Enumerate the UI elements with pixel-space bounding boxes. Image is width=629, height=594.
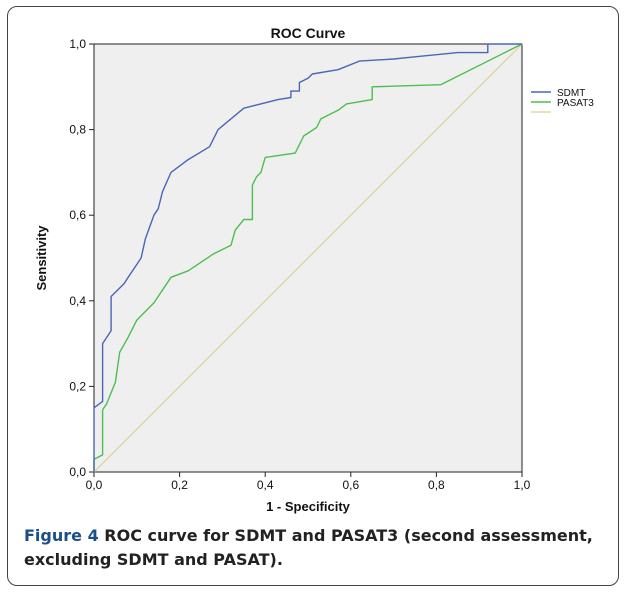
x-tick-label: 0,8	[428, 478, 445, 492]
y-tick-label: 1,0	[69, 37, 86, 51]
series-line-reference	[93, 43, 523, 473]
series-line-pasat3	[93, 43, 523, 472]
x-tick-label: 0,6	[342, 478, 359, 492]
caption-text: ROC curve for SDMT and PASAT3 (second as…	[24, 526, 593, 569]
chart-title: ROC Curve	[271, 25, 346, 41]
y-tick-label: 0,2	[69, 379, 86, 393]
y-axis-label: Sensitivity	[34, 225, 49, 291]
y-tick-label: 0,6	[69, 208, 86, 222]
x-tick-label: 0,0	[86, 478, 103, 492]
legend-label: PASAT3	[557, 98, 594, 109]
y-tick-label: 0,0	[69, 465, 86, 479]
x-axis-label: 1 - Specificity	[266, 499, 351, 514]
y-tick-label: 0,4	[69, 294, 86, 308]
caption-label: Figure 4	[24, 526, 99, 545]
x-tick-label: 0,2	[171, 478, 188, 492]
figure-caption: Figure 4 ROC curve for SDMT and PASAT3 (…	[24, 524, 614, 572]
legend-label: SDMT	[557, 88, 585, 99]
x-tick-label: 0,4	[257, 478, 274, 492]
series-line-sdmt	[93, 43, 522, 472]
x-tick-label: 1,0	[514, 478, 531, 492]
y-tick-label: 0,8	[69, 123, 86, 137]
